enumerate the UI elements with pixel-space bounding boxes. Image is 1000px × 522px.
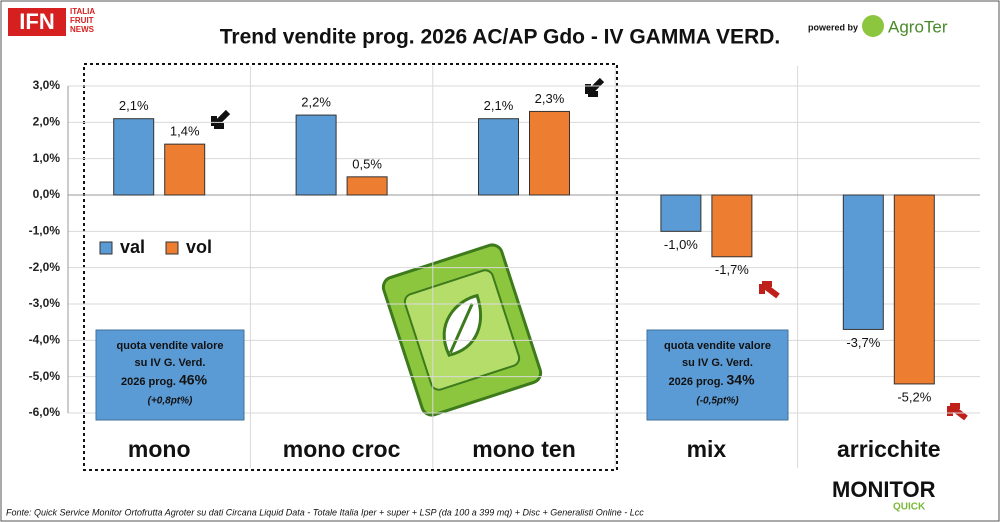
- ifn-logo-bg: [8, 8, 66, 36]
- y-tick-label: 2,0%: [33, 115, 61, 129]
- legend-label: val: [120, 237, 145, 257]
- value-label: 0,5%: [352, 156, 382, 171]
- value-label: 2,3%: [535, 91, 565, 106]
- y-tick-label: -3,0%: [29, 296, 61, 310]
- quick-logo: QUICK: [893, 502, 926, 513]
- x-tick-label: mono ten: [472, 436, 576, 462]
- annotation-share: 46%: [179, 372, 208, 388]
- bar: [893, 194, 935, 385]
- bar: [113, 118, 155, 196]
- chart-title: Trend vendite prog. 2026 AC/AP Gdo - IV …: [220, 26, 780, 49]
- y-tick-label: 3,0%: [33, 78, 61, 92]
- group-box: [83, 63, 618, 471]
- ifn-sub: NEWS: [70, 25, 95, 34]
- bar: [164, 143, 206, 196]
- arrow: [759, 281, 780, 299]
- bar: [660, 194, 702, 232]
- annotation-text: 2026 prog.: [668, 376, 723, 388]
- x-tick-label: mono croc: [283, 436, 401, 462]
- annotation-box: [646, 329, 789, 421]
- annotation-text: quota vendite valore: [664, 340, 771, 352]
- y-tick-label: 0,0%: [33, 187, 61, 201]
- bar: [842, 194, 884, 330]
- value-label: -5,2%: [897, 389, 931, 404]
- y-tick-label: 1,0%: [33, 151, 61, 165]
- agroter-icon: [862, 15, 884, 37]
- ifn-sub: FRUIT: [70, 16, 94, 25]
- value-label: 2,2%: [301, 95, 331, 110]
- bar: [346, 176, 388, 196]
- package-icon: [381, 243, 543, 417]
- annotation-text: su IV G. Verd.: [135, 357, 206, 369]
- y-tick-label: -5,0%: [29, 369, 61, 383]
- annotation-delta: (-0,5pt%): [696, 396, 739, 407]
- annotation-box: [95, 329, 245, 421]
- annotation-share: 34%: [727, 372, 756, 388]
- legend-swatch: [165, 241, 179, 255]
- ifn-sub: ITALIA: [70, 7, 95, 16]
- legend-label: vol: [186, 237, 212, 257]
- bar: [529, 110, 570, 196]
- value-label: 2,1%: [484, 98, 514, 113]
- bar: [478, 118, 519, 196]
- bar: [295, 114, 337, 196]
- monitor-logo: MONITOR: [832, 477, 936, 502]
- ifn-logo: IFN: [19, 9, 54, 34]
- source-note: Fonte: Quick Service Monitor Ortofrutta …: [6, 507, 644, 517]
- y-tick-label: -4,0%: [29, 333, 61, 347]
- x-tick-label: arricchite: [837, 436, 941, 462]
- legend-swatch: [99, 241, 113, 255]
- value-label: 1,4%: [170, 124, 200, 139]
- annotation-delta: (+0,8pt%): [148, 396, 193, 407]
- y-tick-label: -2,0%: [29, 260, 61, 274]
- x-tick-label: mono: [128, 436, 191, 462]
- value-label: -3,7%: [846, 335, 880, 350]
- annotation-text: 2026 prog.: [121, 376, 176, 388]
- annotation-text: su IV G. Verd.: [682, 357, 753, 369]
- y-tick-label: -6,0%: [29, 405, 61, 419]
- agroter-logo: AgroTer: [888, 17, 948, 36]
- arrow: [947, 403, 968, 421]
- bar: [711, 194, 753, 258]
- x-tick-label: mix: [687, 436, 727, 462]
- value-label: 2,1%: [119, 98, 149, 113]
- annotation-text: quota vendite valore: [117, 340, 224, 352]
- powered-by: powered by: [808, 22, 858, 32]
- y-tick-label: -1,0%: [29, 224, 61, 238]
- value-label: -1,0%: [664, 237, 698, 252]
- arrow: [211, 109, 231, 129]
- value-label: -1,7%: [715, 262, 749, 277]
